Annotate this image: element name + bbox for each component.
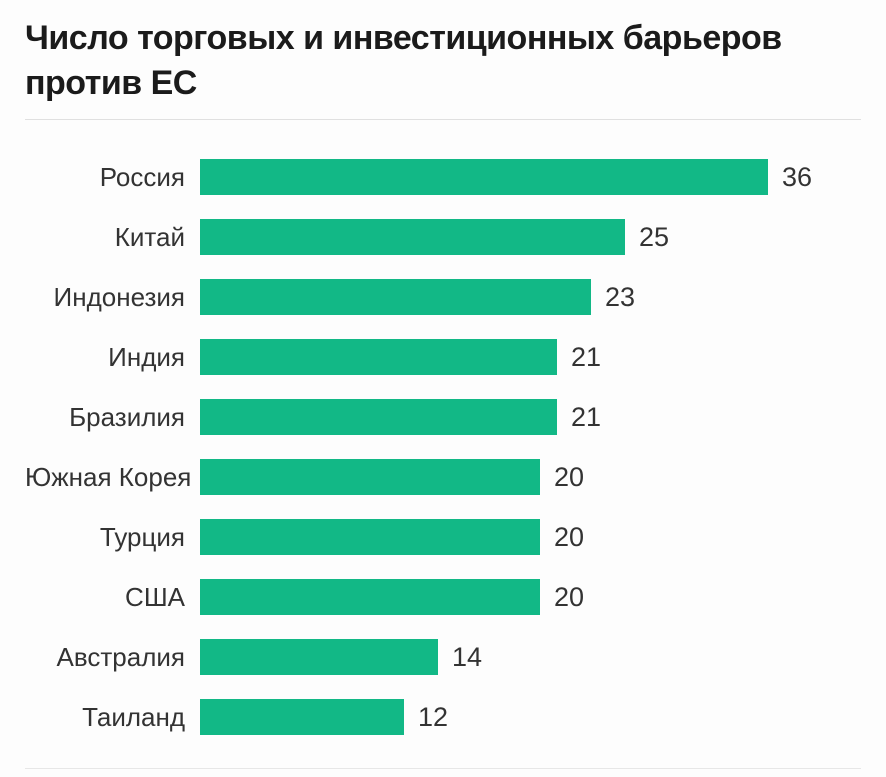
value-label: 21: [571, 401, 602, 432]
bar-track: 12: [200, 699, 812, 735]
bar: [200, 459, 540, 495]
category-label: США: [125, 581, 185, 612]
bar: [200, 639, 438, 675]
value-label: 14: [452, 641, 483, 672]
bar-row: Индия 21: [25, 327, 861, 387]
bar-track: 21: [200, 339, 812, 375]
category-label: Индия: [108, 341, 185, 372]
bar-track: 20: [200, 459, 812, 495]
category-label: Китай: [114, 221, 185, 252]
bar-track: 20: [200, 579, 812, 615]
value-label: 23: [605, 281, 636, 312]
bar: [200, 519, 540, 555]
category-label: Бразилия: [69, 401, 185, 432]
bar: [200, 579, 540, 615]
value-label: 36: [781, 161, 812, 192]
bar-track: 14: [200, 639, 812, 675]
bar-row: Бразилия 21: [25, 387, 861, 447]
bar: [200, 279, 591, 315]
value-label: 25: [639, 221, 670, 252]
bar-row: США 20: [25, 567, 861, 627]
bar-track: 23: [200, 279, 812, 315]
value-label: 12: [418, 701, 449, 732]
value-label: 20: [554, 521, 585, 552]
bar: [200, 699, 404, 735]
bar: [200, 339, 557, 375]
category-label: Турция: [99, 521, 185, 552]
bar-row: Таиланд 12: [25, 687, 861, 747]
value-label: 21: [571, 341, 602, 372]
category-label: Южная Корея: [25, 461, 192, 492]
bar: [200, 159, 768, 195]
bar: [200, 219, 625, 255]
bar-row: Китай 25: [25, 207, 861, 267]
bar-track: 21: [200, 399, 812, 435]
title-divider: [25, 119, 861, 120]
bar-chart: Россия 36 Китай 25 Индонезия 23 Индия 21…: [25, 120, 861, 747]
value-label: 20: [554, 461, 585, 492]
bar-row: Россия 36: [25, 147, 861, 207]
footer-divider: [25, 768, 861, 769]
bar-row: Южная Корея 20: [25, 447, 861, 507]
bar-track: 25: [200, 219, 812, 255]
bar-track: 36: [200, 159, 812, 195]
bar-row: Индонезия 23: [25, 267, 861, 327]
category-label: Таиланд: [82, 701, 185, 732]
chart-title: Число торговых и инвестиционных барьеров…: [25, 19, 782, 102]
category-label: Россия: [99, 161, 185, 192]
bar-row: Австралия 14: [25, 627, 861, 687]
bar-row: Турция 20: [25, 507, 861, 567]
bar: [200, 399, 557, 435]
category-label: Индонезия: [53, 281, 185, 312]
bar-track: 20: [200, 519, 812, 555]
value-label: 20: [554, 581, 585, 612]
category-label: Австралия: [56, 641, 185, 672]
